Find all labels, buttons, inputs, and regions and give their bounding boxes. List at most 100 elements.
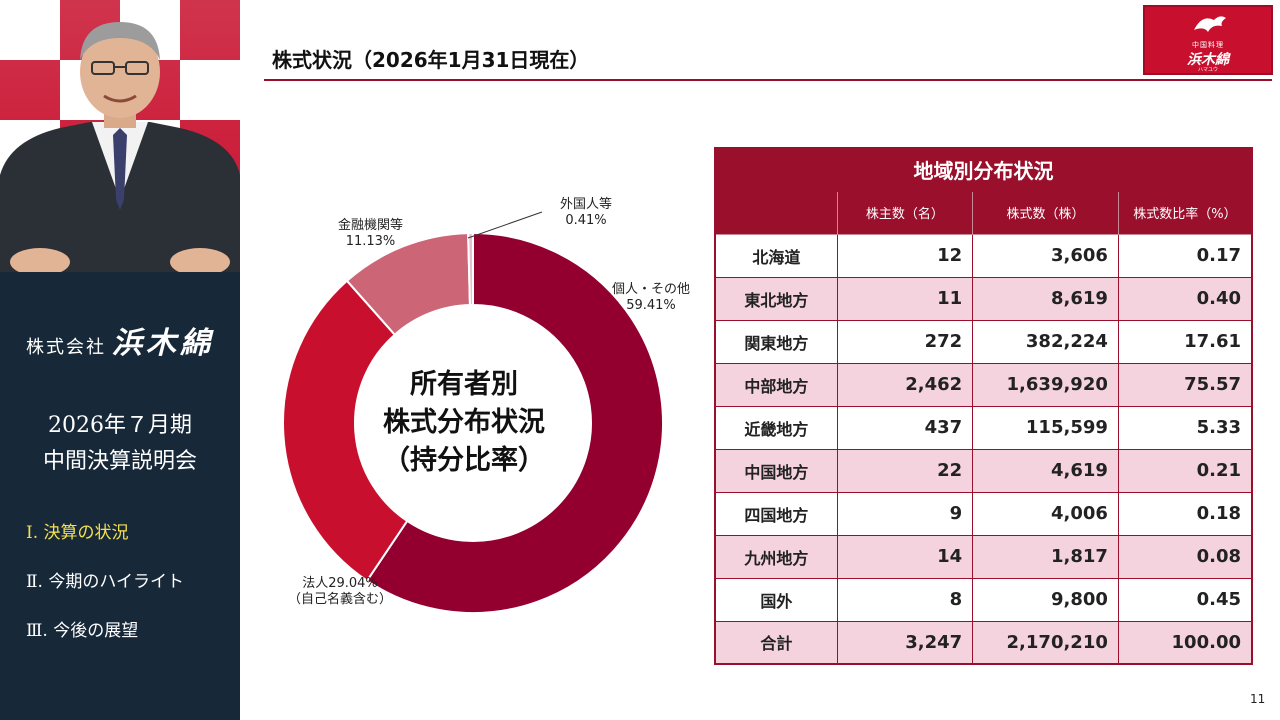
table-row: 関東地方 272 382,224 17.61 xyxy=(714,319,1253,364)
center-line-1: 所有者別 xyxy=(410,369,518,400)
donut-slice-3 xyxy=(467,231,474,307)
cell-shares: 3,606 xyxy=(972,233,1119,278)
label-corporate: 法人29.04% （自己名義含む） xyxy=(288,576,392,608)
cell-shares: 9,800 xyxy=(972,577,1119,622)
cell-region: 北海道 xyxy=(714,233,838,278)
label-individual-value: 59.41% xyxy=(626,298,676,313)
cell-ratio: 0.40 xyxy=(1117,276,1253,321)
cell-region: 関東地方 xyxy=(714,319,838,364)
cell-region: 東北地方 xyxy=(714,276,838,321)
center-line-3: （持分比率） xyxy=(383,445,545,476)
label-foreign-name: 外国人等 xyxy=(560,197,613,212)
meeting-title: 2026年７月期 中間決算説明会 xyxy=(0,408,240,480)
cell-region: 九州地方 xyxy=(714,534,838,579)
table-row: 中部地方 2,462 1,639,920 75.57 xyxy=(714,362,1253,407)
label-foreign: 外国人等 0.41% xyxy=(560,197,612,229)
agenda-item-results[interactable]: Ⅰ. 決算の状況 xyxy=(26,523,129,543)
cell-ratio: 100.00 xyxy=(1117,620,1253,665)
foreign-leader-line xyxy=(467,211,543,239)
meeting-title-line2: 中間決算説明会 xyxy=(42,449,197,474)
cell-holders: 22 xyxy=(836,448,974,493)
cell-region: 国外 xyxy=(714,577,838,622)
page-title: 株式状況（2026年1月31日現在） xyxy=(272,48,590,72)
donut-center-label: 所有者別 株式分布状況 （持分比率） xyxy=(364,366,564,480)
header-shares: 株式数（株） xyxy=(972,190,1119,235)
agenda-list: Ⅰ. 決算の状況 Ⅱ. 今期のハイライト Ⅲ. 今後の展望 xyxy=(26,516,236,663)
label-corporate-note: （自己名義含む） xyxy=(288,592,393,607)
table-row: 東北地方 11 8,619 0.40 xyxy=(714,276,1253,321)
label-corporate-name: 法人 xyxy=(302,576,329,591)
table-caption-row: 地域別分布状況 xyxy=(714,147,1253,192)
table-row: 北海道 12 3,606 0.17 xyxy=(714,233,1253,278)
cell-region: 四国地方 xyxy=(714,491,838,536)
page-number: 11 xyxy=(1250,692,1266,706)
brand-logo: 中国料理 浜木綿 ハマユウ xyxy=(1143,5,1273,75)
header-region xyxy=(714,190,838,235)
cell-holders: 437 xyxy=(836,405,974,450)
logo-tiny-text: ハマユウ xyxy=(1197,67,1218,73)
table-row-total: 合計 3,247 2,170,210 100.00 xyxy=(714,620,1253,665)
cell-region: 合計 xyxy=(714,620,838,665)
label-corporate-value: 29.04% xyxy=(328,576,378,591)
cell-ratio: 5.33 xyxy=(1117,405,1253,450)
ownership-donut-chart xyxy=(282,211,664,614)
label-individual-name: 個人・その他 xyxy=(612,282,691,297)
cell-shares: 382,224 xyxy=(972,319,1119,364)
cell-shares: 4,619 xyxy=(972,448,1119,493)
title-divider xyxy=(264,79,1272,81)
cell-shares: 4,006 xyxy=(972,491,1119,536)
cell-ratio: 0.17 xyxy=(1117,233,1253,278)
cell-shares: 115,599 xyxy=(972,405,1119,450)
label-financial-value: 11.13% xyxy=(345,234,396,249)
table-caption: 地域別分布状況 xyxy=(714,147,1253,192)
logo-brand-text: 浜木綿 xyxy=(1187,52,1229,68)
phoenix-logo-icon xyxy=(1194,16,1226,32)
center-line-2: 株式分布状況 xyxy=(383,407,545,438)
cell-region: 近畿地方 xyxy=(714,405,838,450)
company-brand: 浜木綿 xyxy=(112,326,214,361)
donut-slice-0 xyxy=(365,231,664,614)
header-ratio: 株式数比率（%） xyxy=(1117,190,1253,235)
region-distribution-table: 地域別分布状況 株主数（名） 株式数（株） 株式数比率（%） 北海道 12 3,… xyxy=(714,147,1253,665)
cell-holders: 14 xyxy=(836,534,974,579)
donut-slice-1 xyxy=(282,279,409,583)
meeting-title-line1: 2026年７月期 xyxy=(48,413,192,438)
cell-holders: 9 xyxy=(836,491,974,536)
label-foreign-value: 0.41% xyxy=(565,213,607,228)
table-row: 中国地方 22 4,619 0.21 xyxy=(714,448,1253,493)
speaker-figure-icon xyxy=(0,22,240,272)
cell-holders: 8 xyxy=(836,577,974,622)
cell-holders: 2,462 xyxy=(836,362,974,407)
agenda-item-outlook[interactable]: Ⅲ. 今後の展望 xyxy=(26,621,139,641)
label-financial-name: 金融機関等 xyxy=(338,218,404,233)
cell-holders: 11 xyxy=(836,276,974,321)
cell-ratio: 0.18 xyxy=(1117,491,1253,536)
cell-region: 中部地方 xyxy=(714,362,838,407)
table-row: 九州地方 14 1,817 0.08 xyxy=(714,534,1253,579)
cell-shares: 8,619 xyxy=(972,276,1119,321)
cell-ratio: 75.57 xyxy=(1117,362,1253,407)
label-individual: 個人・その他 59.41% xyxy=(612,282,690,314)
cell-ratio: 0.08 xyxy=(1117,534,1253,579)
header-holders: 株主数（名） xyxy=(836,190,974,235)
company-name: 株式会社 浜木綿 xyxy=(0,318,240,362)
cell-shares: 2,170,210 xyxy=(972,620,1119,665)
label-financial: 金融機関等 11.13% xyxy=(338,218,403,250)
table-row: 近畿地方 437 115,599 5.33 xyxy=(714,405,1253,450)
cell-region: 中国地方 xyxy=(714,448,838,493)
table-row: 四国地方 9 4,006 0.18 xyxy=(714,491,1253,536)
cell-ratio: 0.45 xyxy=(1117,577,1253,622)
sidebar: 株式会社 浜木綿 2026年７月期 中間決算説明会 Ⅰ. 決算の状況 Ⅱ. 今期の… xyxy=(0,0,240,720)
cell-holders: 272 xyxy=(836,319,974,364)
table-header-row: 株主数（名） 株式数（株） 株式数比率（%） xyxy=(714,190,1253,235)
agenda-item-highlights[interactable]: Ⅱ. 今期のハイライト xyxy=(26,572,185,592)
cell-holders: 12 xyxy=(836,233,974,278)
speaker-video xyxy=(0,0,240,272)
logo-small-text: 中国料理 xyxy=(1192,41,1224,49)
cell-ratio: 0.21 xyxy=(1117,448,1253,493)
donut-slices xyxy=(282,231,664,614)
company-prefix: 株式会社 xyxy=(26,337,106,358)
cell-shares: 1,639,920 xyxy=(972,362,1119,407)
cell-holders: 3,247 xyxy=(836,620,974,665)
cell-shares: 1,817 xyxy=(972,534,1119,579)
